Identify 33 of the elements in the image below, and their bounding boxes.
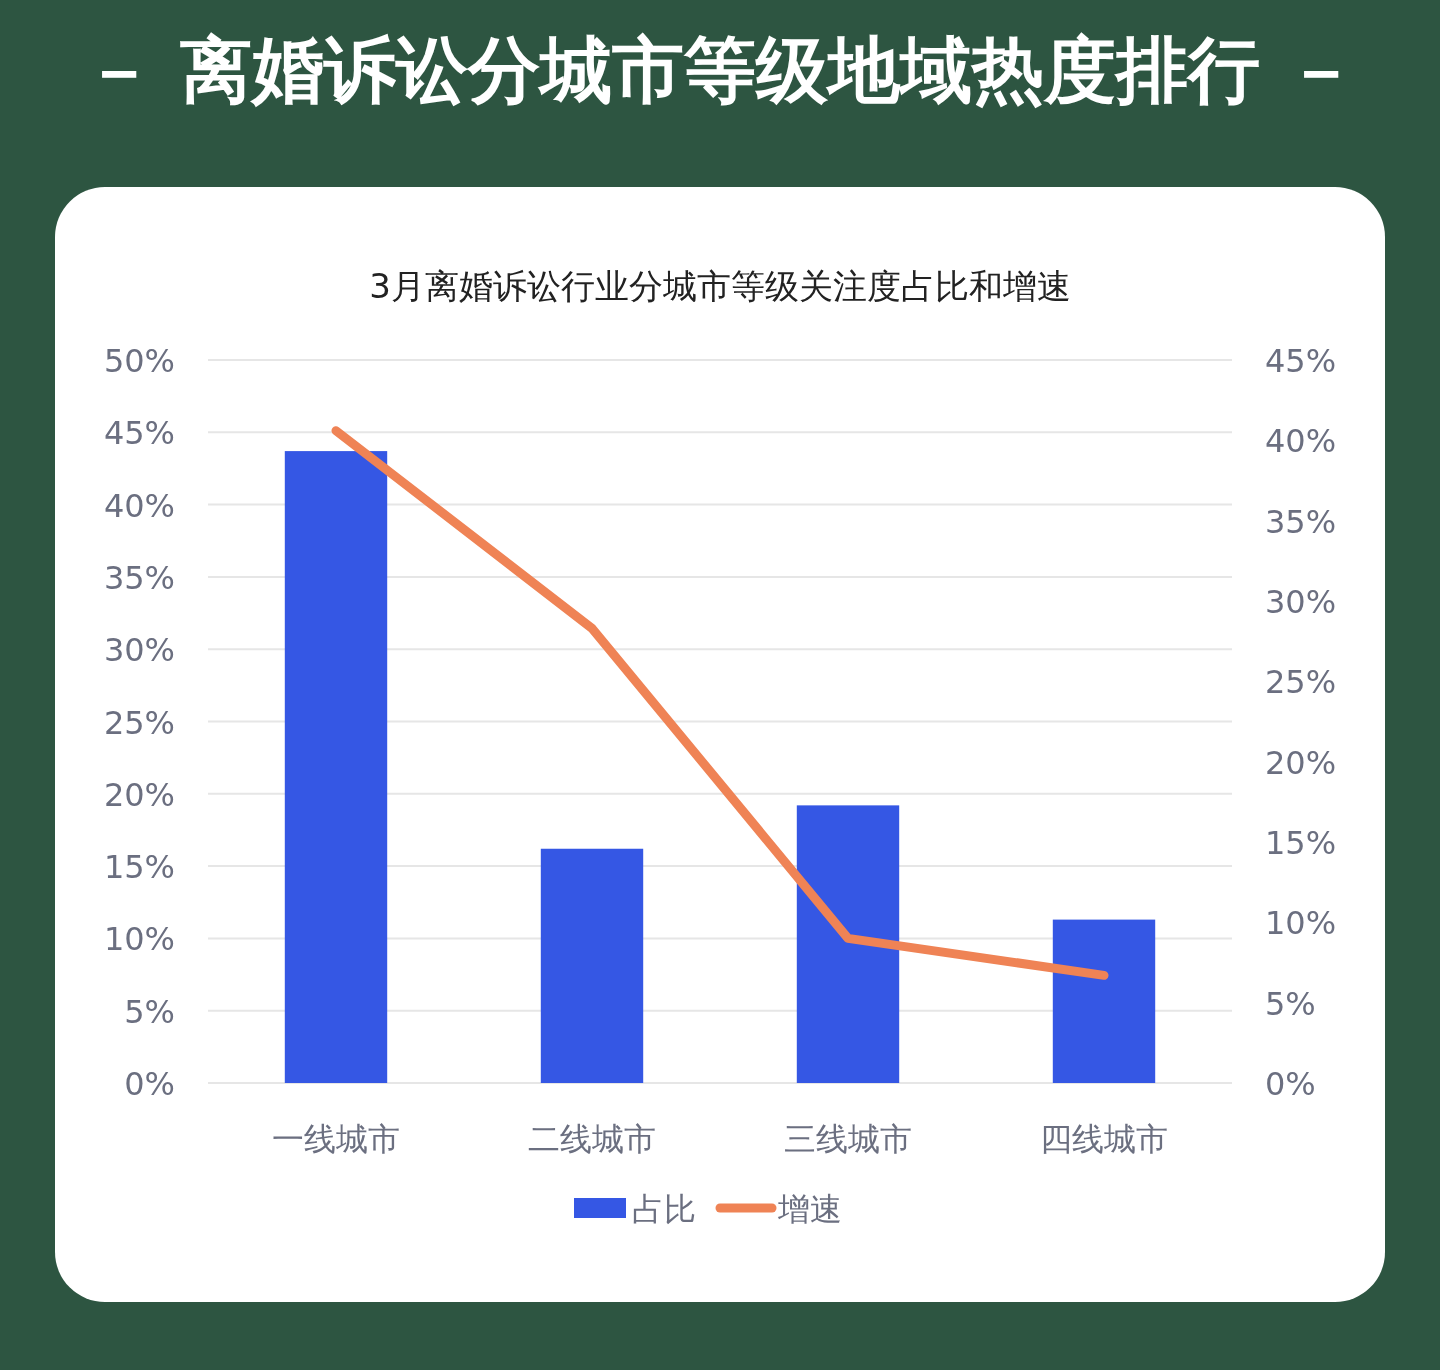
y2-tick-label: 0% [1265,1065,1316,1103]
bar [540,848,644,1083]
legend-label: 增速 [777,1190,842,1228]
bar [284,451,388,1083]
y2-tick-label: 15% [1265,824,1337,862]
y-tick-label: 20% [103,775,175,814]
y2-tick-label: 20% [1265,743,1337,782]
y2-tick-label: 45% [1265,342,1337,380]
legend-label: 占比 [632,1190,696,1228]
chart-subtitle: 3月离婚诉讼行业分城市等级关注度占比和增速 [369,266,1071,306]
y2-tick-label: 10% [1265,904,1337,943]
y-tick-label: 30% [103,631,175,670]
x-tick-label: 三线城市 [784,1120,912,1158]
y2-tick-label: 40% [1265,422,1337,461]
y-tick-label: 0% [124,1065,175,1103]
y-tick-label: 5% [124,992,175,1031]
y-tick-label: 10% [103,920,175,959]
x-tick-label: 四线城市 [1040,1120,1168,1158]
y2-tick-label: 35% [1265,502,1337,541]
x-tick-label: 一线城市 [272,1120,400,1158]
bar [796,805,900,1083]
y-tick-label: 50% [103,342,175,380]
y-tick-label: 35% [103,558,175,597]
y-tick-label: 15% [103,848,175,887]
y2-tick-label: 5% [1265,984,1316,1023]
y-tick-label: 40% [103,486,175,525]
y-tick-label: 25% [103,703,175,742]
y-tick-label: 45% [103,414,175,453]
x-tick-label: 二线城市 [528,1120,656,1158]
y2-tick-label: 30% [1265,583,1337,621]
chart-title: － 离婚诉讼分城市等级地域热度排行 － [82,28,1358,112]
bar [1052,919,1156,1083]
y2-tick-label: 25% [1265,663,1337,702]
